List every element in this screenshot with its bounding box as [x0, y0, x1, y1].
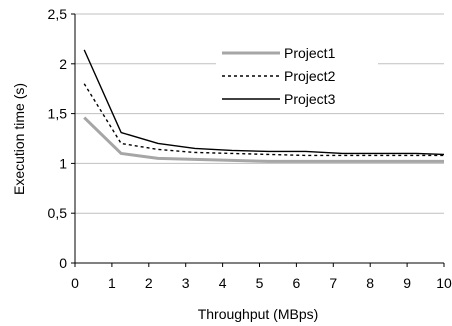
y-axis-label: Execution time (s) — [11, 83, 27, 195]
x-tick-label: 5 — [256, 275, 264, 291]
x-tick-label: 10 — [436, 275, 452, 291]
y-tick-label: 1 — [59, 155, 67, 171]
y-tick-label: 2,5 — [48, 6, 68, 22]
x-tick-label: 4 — [219, 275, 227, 291]
x-tick-label: 1 — [108, 275, 116, 291]
x-tick-labels: 0 1 2 3 4 5 6 7 8 9 10 — [71, 275, 452, 291]
series-line-project1 — [83, 116, 444, 163]
x-tick-label: 8 — [366, 275, 374, 291]
series-lines — [83, 49, 445, 163]
legend: Project1 Project2 Project3 — [216, 40, 378, 108]
y-tick-labels: 0 0,5 1 1,5 2 2,5 — [48, 6, 68, 271]
legend-box — [216, 40, 378, 108]
x-tick-label: 9 — [403, 275, 411, 291]
y-tick-label: 2 — [59, 56, 67, 72]
x-tick-label: 0 — [71, 275, 79, 291]
x-tick-label: 3 — [182, 275, 190, 291]
legend-label: Project3 — [284, 91, 336, 107]
legend-label: Project1 — [284, 45, 336, 61]
x-tick-label: 2 — [145, 275, 153, 291]
y-tick-label: 1,5 — [48, 106, 68, 122]
x-tick-label: 7 — [329, 275, 337, 291]
axes — [71, 13, 445, 267]
x-axis-label: Throughput (MBps) — [198, 306, 319, 322]
x-tick-label: 6 — [293, 275, 301, 291]
legend-label: Project2 — [284, 68, 336, 84]
gridlines — [75, 13, 444, 214]
y-tick-label: 0,5 — [48, 205, 68, 221]
series-line-project2 — [83, 83, 444, 157]
series-line-project3 — [83, 49, 445, 156]
y-tick-label: 0 — [59, 255, 67, 271]
